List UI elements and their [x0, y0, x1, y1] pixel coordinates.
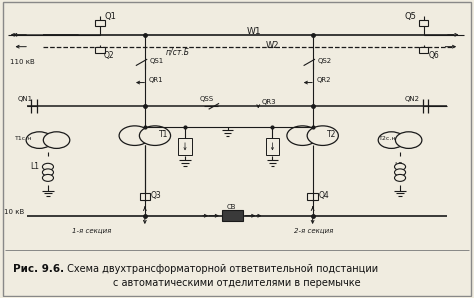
Text: T2: T2	[327, 130, 336, 139]
Text: Q1: Q1	[105, 12, 117, 21]
Text: 110 кВ: 110 кВ	[10, 59, 35, 65]
Text: QR1: QR1	[149, 77, 163, 83]
Bar	[419, 47, 428, 53]
Circle shape	[26, 132, 53, 148]
Text: T2с.н: T2с.н	[379, 136, 396, 141]
Text: QSS: QSS	[199, 97, 213, 103]
Text: Схема двухтрансформаторной ответвительной подстанции: Схема двухтрансформаторной ответвительно…	[64, 264, 379, 274]
Text: Q2: Q2	[104, 51, 114, 60]
Text: 10 кВ: 10 кВ	[4, 209, 25, 215]
Text: СВ: СВ	[226, 204, 236, 210]
Circle shape	[43, 163, 54, 170]
Bar	[95, 47, 105, 53]
Circle shape	[43, 169, 54, 176]
Bar	[266, 139, 279, 155]
Circle shape	[394, 174, 406, 181]
Circle shape	[378, 132, 405, 148]
Circle shape	[394, 163, 406, 170]
Circle shape	[307, 126, 338, 145]
Circle shape	[43, 174, 54, 181]
Text: QS1: QS1	[150, 58, 164, 64]
Text: W2: W2	[265, 41, 279, 50]
Circle shape	[139, 126, 171, 145]
Text: QR3: QR3	[262, 100, 277, 105]
Text: Q3: Q3	[151, 191, 161, 200]
Bar	[308, 193, 318, 200]
Bar	[419, 20, 428, 26]
Text: T1: T1	[159, 130, 168, 139]
Text: L1: L1	[30, 162, 39, 171]
Text: Рис. 9.6.: Рис. 9.6.	[12, 264, 64, 274]
Bar	[178, 139, 191, 155]
Bar	[222, 210, 243, 221]
Text: Q4: Q4	[318, 191, 329, 200]
Text: QS2: QS2	[318, 58, 331, 64]
Text: L2: L2	[394, 162, 403, 171]
Circle shape	[43, 132, 70, 148]
Text: с автоматическими отделителями в перемычке: с автоматическими отделителями в перемыч…	[113, 278, 361, 288]
Text: QN2: QN2	[405, 97, 420, 103]
Circle shape	[394, 169, 406, 176]
Text: Q5: Q5	[405, 12, 417, 21]
Text: Q6: Q6	[428, 51, 439, 60]
Text: QN1: QN1	[17, 97, 32, 103]
Bar	[95, 20, 105, 26]
Text: W1: W1	[246, 27, 261, 36]
Circle shape	[395, 132, 422, 148]
Text: T1с.н: T1с.н	[15, 136, 32, 141]
Bar	[140, 193, 150, 200]
Circle shape	[119, 126, 150, 145]
Text: п/ст.Б: п/ст.Б	[166, 47, 190, 57]
Text: 2-я секция: 2-я секция	[294, 227, 333, 233]
Text: QR2: QR2	[317, 77, 331, 83]
Circle shape	[287, 126, 318, 145]
Text: 1-я секция: 1-я секция	[72, 227, 111, 233]
